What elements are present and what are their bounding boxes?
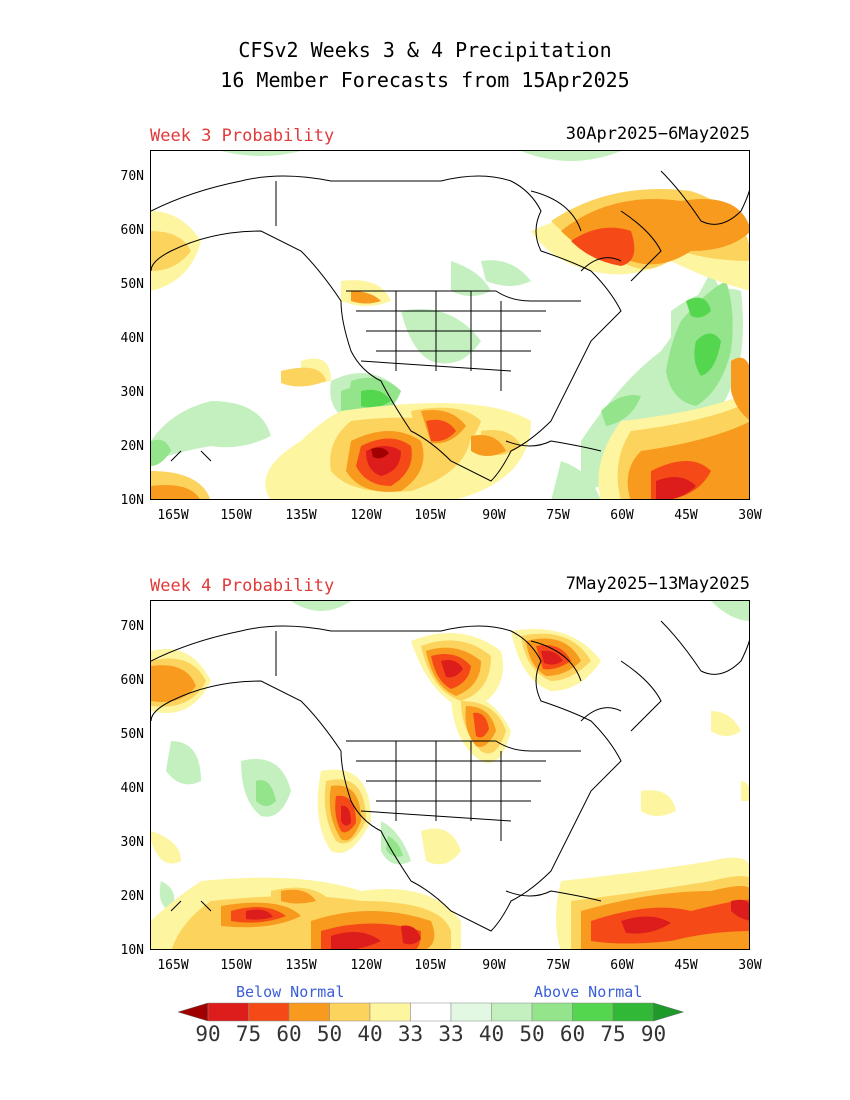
week4-lon-45w: 45W: [674, 958, 698, 973]
week3-lon-75w: 75W: [546, 508, 570, 523]
legend-number: 75: [235, 1022, 262, 1046]
week3-lon-150w: 150W: [220, 508, 252, 523]
week4-lon-60w: 60W: [610, 958, 634, 973]
week3-probability-shading: [151, 151, 749, 499]
legend-color-bar: [178, 1002, 685, 1022]
week3-lon-120w: 120W: [350, 508, 382, 523]
week3-lon-60w: 60W: [610, 508, 634, 523]
week4-lon-75w: 75W: [546, 958, 570, 973]
legend-number: 40: [478, 1022, 505, 1046]
week3-lon-135w: 135W: [285, 508, 317, 523]
week4-label: Week 4 Probability: [150, 576, 335, 596]
legend-swatch: [410, 1002, 452, 1022]
legend-above-normal: Above Normal: [534, 983, 643, 1001]
week3-lat-30n: 30N: [120, 385, 144, 400]
legend-number: 40: [357, 1022, 383, 1046]
week4-map: [150, 600, 750, 950]
week3-lon-30w: 30W: [738, 508, 762, 523]
legend-number: 60: [559, 1022, 586, 1046]
week3-lat-60n: 60N: [120, 223, 144, 238]
week4-lat-60n: 60N: [120, 673, 144, 688]
week4-lon-105w: 105W: [414, 958, 446, 973]
legend-swatch: [450, 1002, 492, 1022]
week4-lon-150w: 150W: [220, 958, 252, 973]
legend-swatch: [288, 1002, 330, 1022]
week4-lat-20n: 20N: [120, 889, 144, 904]
chart-title-line2: 16 Member Forecasts from 15Apr2025: [220, 68, 630, 92]
week4-lon-90w: 90W: [482, 958, 506, 973]
week4-lat-30n: 30N: [120, 835, 144, 850]
week3-lat-20n: 20N: [120, 439, 144, 454]
legend-swatch: [612, 1002, 654, 1022]
week3-lon-45w: 45W: [674, 508, 698, 523]
legend-below-normal: Below Normal: [236, 983, 345, 1001]
legend-cells: [178, 1002, 685, 1022]
week4-lon-30w: 30W: [738, 958, 762, 973]
legend-swatch: [329, 1002, 371, 1022]
week3-map: [150, 150, 750, 500]
legend-triangle-left: [178, 1002, 209, 1022]
legend-number: 33: [438, 1022, 464, 1046]
legend-swatch: [491, 1002, 533, 1022]
legend-number: 50: [316, 1022, 343, 1046]
legend-triangle-right: [653, 1002, 685, 1022]
week3-lat-40n: 40N: [120, 331, 144, 346]
week3-dates: 30Apr2025−6May2025: [565, 124, 750, 144]
legend-swatch: [207, 1002, 249, 1022]
week3-label: Week 3 Probability: [150, 126, 335, 146]
week4-lat-40n: 40N: [120, 781, 144, 796]
week3-lon-105w: 105W: [414, 508, 446, 523]
week4-lon-135w: 135W: [285, 958, 317, 973]
legend-number: 75: [600, 1022, 626, 1046]
week3-lon-90w: 90W: [482, 508, 506, 523]
legend-number: 50: [519, 1022, 545, 1046]
week3-lon-165w: 165W: [157, 508, 189, 523]
week4-lat-50n: 50N: [120, 727, 144, 742]
legend-number: 90: [195, 1022, 221, 1046]
legend-swatch: [369, 1002, 411, 1022]
week4-lat-70n: 70N: [120, 619, 144, 634]
week3-lat-70n: 70N: [120, 169, 144, 184]
week4-probability-shading: [151, 601, 749, 949]
week4-dates: 7May2025−13May2025: [565, 574, 750, 594]
legend-number: 60: [276, 1022, 302, 1046]
week3-lat-50n: 50N: [120, 277, 144, 292]
week4-lon-165w: 165W: [157, 958, 189, 973]
legend-swatch: [248, 1002, 290, 1022]
week4-lat-10n: 10N: [120, 943, 144, 958]
legend-swatch: [572, 1002, 614, 1022]
legend-swatch: [531, 1002, 573, 1022]
legend-number: 33: [397, 1022, 424, 1046]
week4-lon-120w: 120W: [350, 958, 382, 973]
chart-title-line1: CFSv2 Weeks 3 & 4 Precipitation: [238, 38, 612, 62]
legend-number: 90: [640, 1022, 667, 1046]
week3-lat-10n: 10N: [120, 493, 144, 508]
